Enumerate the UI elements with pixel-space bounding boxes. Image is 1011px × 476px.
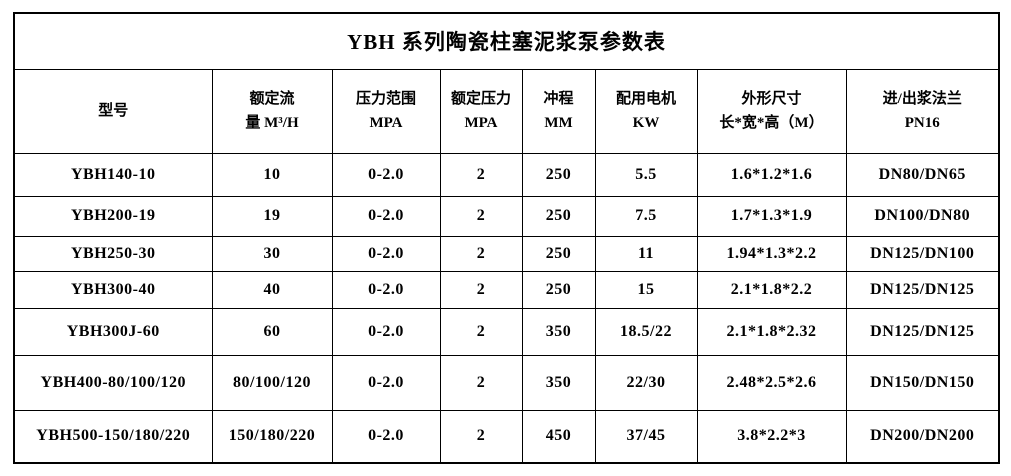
table-cell: YBH500-150/180/220 [13, 409, 213, 464]
table-cell: 37/45 [594, 409, 698, 464]
table-cell: YBH200-19 [13, 195, 213, 237]
header-line2: MM [544, 115, 573, 131]
header-line1: 配用电机 [615, 91, 676, 107]
table-cell: 80/100/120 [211, 354, 333, 411]
table-cell: 60 [211, 307, 333, 356]
table-cell: 19 [211, 195, 333, 237]
header-line1: 压力范围 [355, 91, 416, 107]
column-header-flange: 进/出浆法兰 PN16 [845, 68, 1000, 154]
table-cell: 250 [521, 195, 596, 237]
table-cell: 0-2.0 [331, 195, 441, 237]
table-cell: 1.94*1.3*2.2 [696, 235, 847, 272]
header-line1: 冲程 [543, 91, 574, 107]
table-cell: 0-2.0 [331, 235, 441, 272]
table-cell: 30 [211, 235, 333, 272]
column-header-dimensions: 外形尺寸 长*宽*高（M） [696, 68, 847, 154]
table-cell: YBH300J-60 [13, 307, 213, 356]
table-cell: 2 [439, 195, 523, 237]
table-cell: 2.1*1.8*2.2 [696, 270, 847, 309]
table-cell: YBH300-40 [13, 270, 213, 309]
table-cell: 2 [439, 270, 523, 309]
header-line2: PN16 [904, 115, 940, 131]
header-line2: MPA [369, 115, 403, 131]
pump-parameters-table: YBH 系列陶瓷柱塞泥浆泵参数表 型号 额定流 量 M³/H 压力范围 MPA … [13, 12, 1001, 464]
table-cell: YBH400-80/100/120 [13, 354, 213, 411]
table-cell: 10 [211, 152, 333, 197]
table-cell: 0-2.0 [331, 354, 441, 411]
header-line2: KW [632, 115, 660, 131]
table-cell: 22/30 [594, 354, 698, 411]
table-cell: YBH250-30 [13, 235, 213, 272]
table-row: YBH250-30 30 0-2.0 2 250 11 1.94*1.3*2.2 DN125/… [13, 235, 1000, 272]
table-row: YBH200-19 19 0-2.0 2 250 7.5 1.7*1.3*1.9 DN100/… [13, 195, 1000, 237]
table-cell: 2.48*2.5*2.6 [696, 354, 847, 411]
table-cell: 18.5/22 [594, 307, 698, 356]
table-cell: 2 [439, 307, 523, 356]
table-cell: YBH140-10 [13, 152, 213, 197]
table-cell: 250 [521, 235, 596, 272]
table-cell: DN125/DN125 [845, 270, 1000, 309]
table-cell: DN100/DN80 [845, 195, 1000, 237]
table-cell: 250 [521, 270, 596, 309]
table-cell: DN125/DN125 [845, 307, 1000, 356]
column-header-motor: 配用电机 KW [594, 68, 698, 154]
header-line1: 型号 [98, 103, 129, 119]
table-cell: 15 [594, 270, 698, 309]
table-cell: 0-2.0 [331, 270, 441, 309]
header-line1: 额定压力 [450, 91, 511, 107]
table-row: YBH300-40 40 0-2.0 2 250 15 2.1*1.8*2.2 DN125/D… [13, 270, 1000, 309]
column-header-pressure-range: 压力范围 MPA [331, 68, 441, 154]
table-cell: 150/180/220 [211, 409, 333, 464]
table-cell: DN80/DN65 [845, 152, 1000, 197]
table-cell: 2 [439, 235, 523, 272]
header-line1: 进/出浆法兰 [882, 91, 962, 107]
header-line2: 量 M³/H [245, 115, 299, 131]
table-cell: DN200/DN200 [845, 409, 1000, 464]
table-cell: 3.8*2.2*3 [696, 409, 847, 464]
table-cell: 1.6*1.2*1.6 [696, 152, 847, 197]
column-header-stroke: 冲程 MM [521, 68, 596, 154]
table-cell: 5.5 [594, 152, 698, 197]
header-line2: 长*宽*高（M） [719, 115, 824, 131]
table-cell: 0-2.0 [331, 409, 441, 464]
table-cell: 250 [521, 152, 596, 197]
column-header-rated-pressure: 额定压力 MPA [439, 68, 523, 154]
table-row: YBH500-150/180/220 150/180/220 0-2.0 2 450 37… [13, 409, 1000, 464]
table-row: YBH140-10 10 0-2.0 2 250 5.5 1.6*1.2*1.6 DN80/D… [13, 152, 1000, 197]
table-cell: 350 [521, 354, 596, 411]
table-body: YBH140-10 10 0-2.0 2 250 5.5 1.6*1.2*1.6 DN80/D… [13, 152, 1000, 464]
header-row: 型号 额定流 量 M³/H 压力范围 MPA 额定压力 MPA 冲程 MM [13, 68, 1000, 154]
header-line1: 外形尺寸 [741, 91, 802, 107]
table-row: YBH400-80/100/120 80/100/120 0-2.0 2 350 22/3… [13, 354, 1000, 411]
table-cell: 350 [521, 307, 596, 356]
table-cell: 0-2.0 [331, 152, 441, 197]
column-header-model: 型号 [13, 68, 213, 154]
table-cell: 40 [211, 270, 333, 309]
table-cell: 2 [439, 354, 523, 411]
header-line1: 额定流 [249, 91, 295, 107]
table-cell: DN125/DN100 [845, 235, 1000, 272]
table-cell: DN150/DN150 [845, 354, 1000, 411]
table-cell: 0-2.0 [331, 307, 441, 356]
title-row: YBH 系列陶瓷柱塞泥浆泵参数表 [13, 12, 1000, 70]
table-title: YBH 系列陶瓷柱塞泥浆泵参数表 [13, 12, 1000, 70]
table-cell: 1.7*1.3*1.9 [696, 195, 847, 237]
table-cell: 7.5 [594, 195, 698, 237]
table-row: YBH300J-60 60 0-2.0 2 350 18.5/22 2.1*1.8*2.32… [13, 307, 1000, 356]
table-cell: 450 [521, 409, 596, 464]
table-cell: 2.1*1.8*2.32 [696, 307, 847, 356]
column-header-rated-flow: 额定流 量 M³/H [211, 68, 333, 154]
table-cell: 2 [439, 152, 523, 197]
table-cell: 11 [594, 235, 698, 272]
table-cell: 2 [439, 409, 523, 464]
header-line2: MPA [464, 115, 498, 131]
